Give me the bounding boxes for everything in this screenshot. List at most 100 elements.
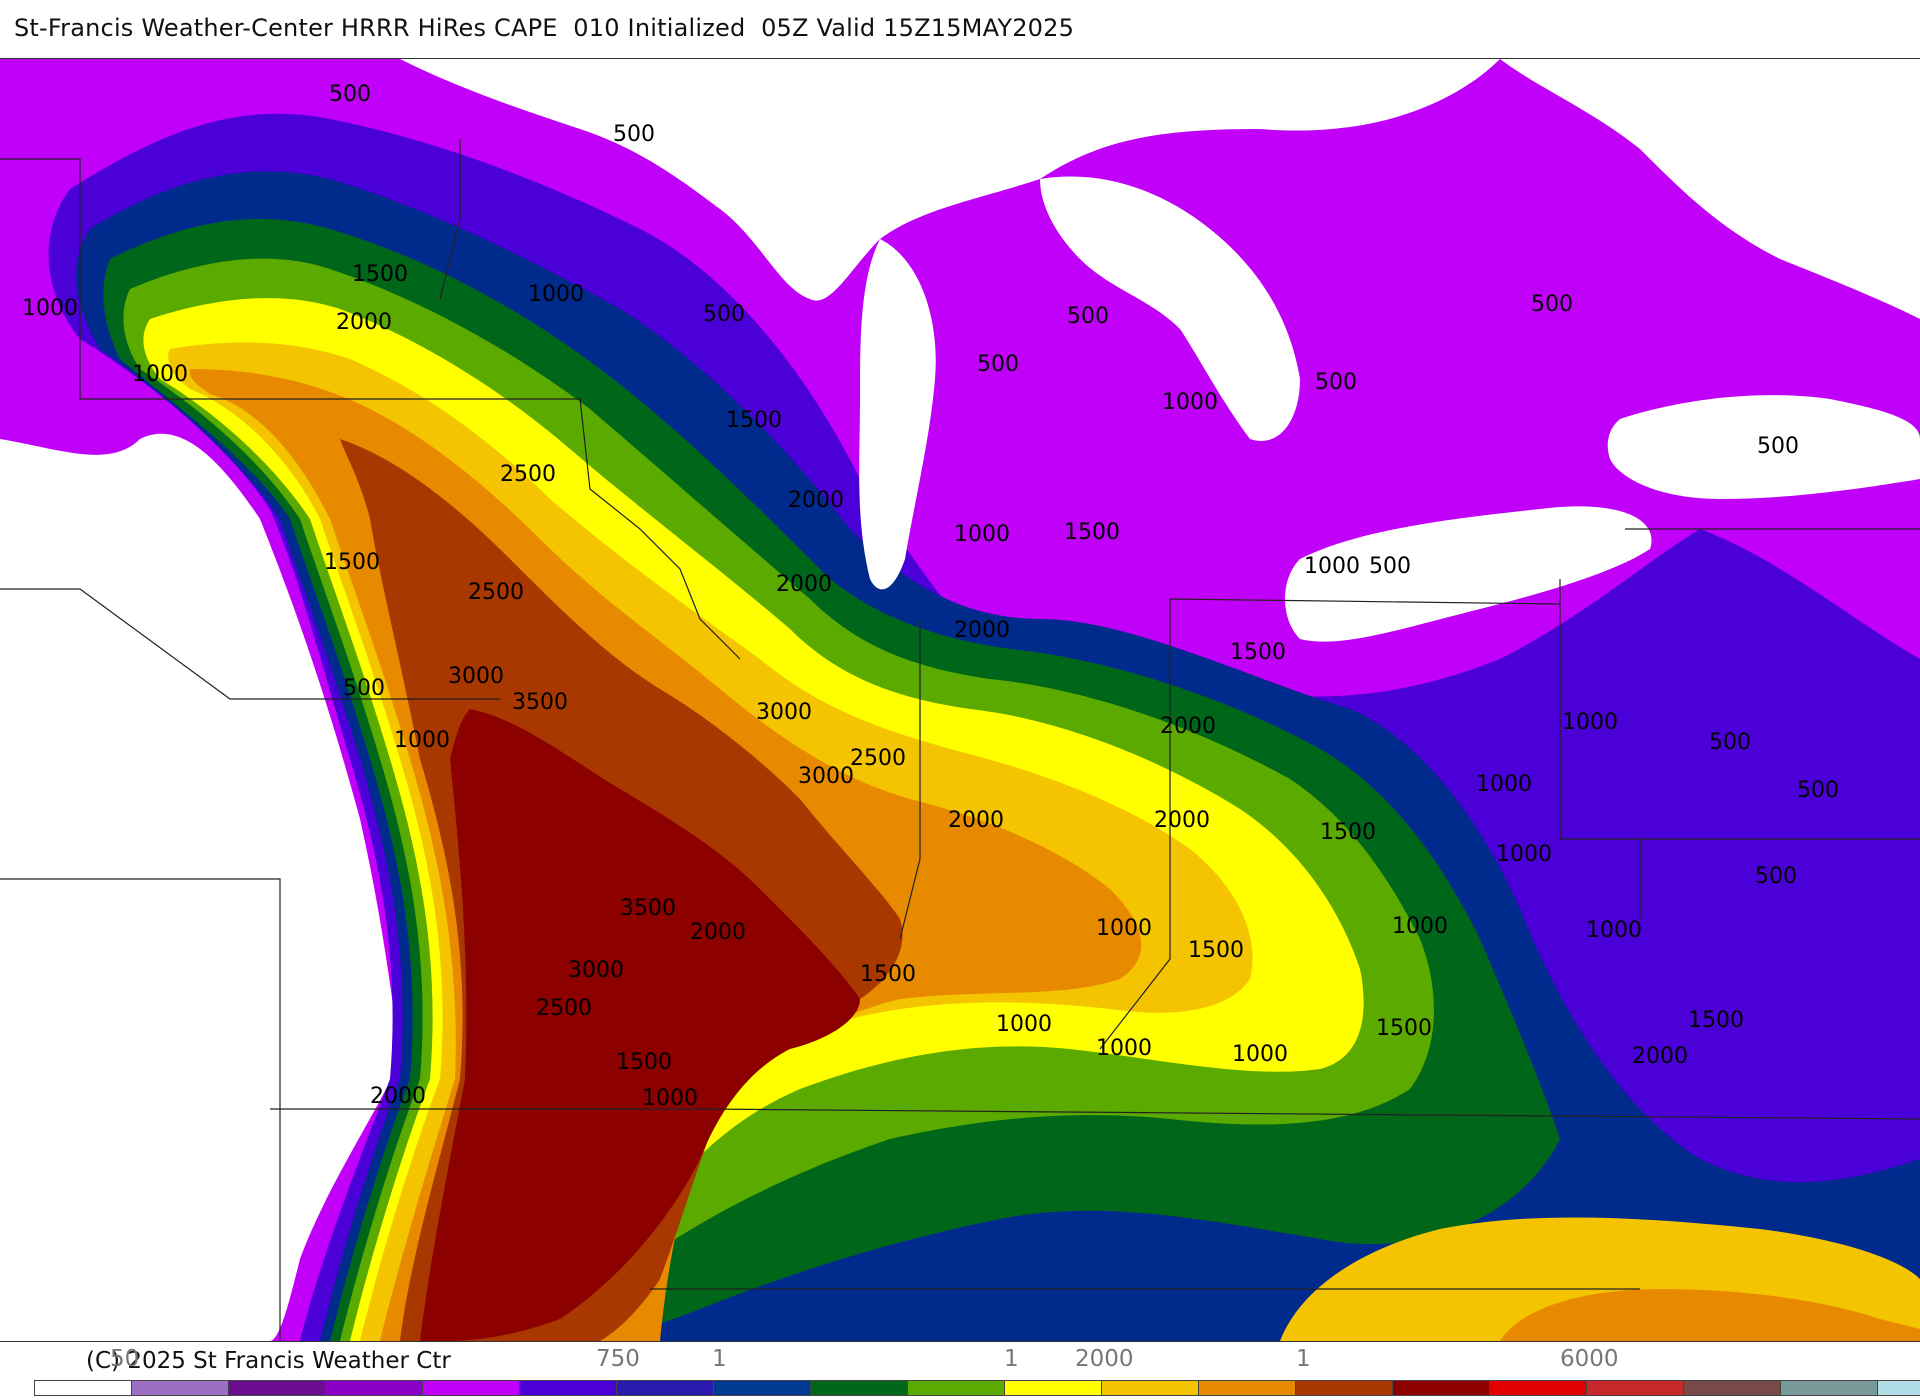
legend-swatch (1393, 1381, 1490, 1395)
lakes-superior (400, 59, 1500, 301)
contour-label: 1000 (394, 728, 450, 753)
contour-label: 1500 (1376, 1016, 1432, 1041)
contour-label: 500 (1755, 864, 1797, 889)
legend-tick-label: 6000 (1560, 1346, 1619, 1372)
contour-label: 3000 (448, 664, 504, 689)
contour-label: 1000 (642, 1086, 698, 1111)
legend-swatch (1684, 1381, 1781, 1395)
contour-label: 3000 (568, 958, 624, 983)
legend-swatch (1587, 1381, 1684, 1395)
contour-label: 1000 (1096, 1036, 1152, 1061)
contour-label: 1500 (860, 962, 916, 987)
lake-michigan (859, 239, 936, 590)
contour-label: 2000 (788, 488, 844, 513)
contour-label: 500 (1757, 434, 1799, 459)
contour-label: 2500 (468, 580, 524, 605)
legend-swatch (520, 1381, 617, 1395)
contour-label: 1000 (1162, 390, 1218, 415)
contour-label: 2500 (536, 996, 592, 1021)
contour-label: 1500 (1188, 938, 1244, 963)
copyright-text: (C) 2025 St Francis Weather Ctr (86, 1348, 451, 1374)
contour-label: 1500 (1320, 820, 1376, 845)
legend-swatch (1490, 1381, 1587, 1395)
legend-swatch (714, 1381, 811, 1395)
contour-label: 500 (1709, 730, 1751, 755)
contour-label: 500 (1315, 370, 1357, 395)
lake-ontario (1607, 395, 1920, 499)
contour-label: 1500 (726, 408, 782, 433)
legend-tick-label: 1 (1296, 1346, 1311, 1372)
contour-label: 1500 (1230, 640, 1286, 665)
contour-label: 1500 (352, 262, 408, 287)
contour-label: 1000 (954, 522, 1010, 547)
legend-swatch (326, 1381, 423, 1395)
contour-label: 2000 (1632, 1044, 1688, 1069)
contour-label: 500 (1067, 304, 1109, 329)
cape-fill-layer (0, 59, 1920, 1341)
contour-label: 1500 (1064, 520, 1120, 545)
contour-label: 1000 (132, 362, 188, 387)
legend-swatch (1781, 1381, 1878, 1395)
legend-swatch (1005, 1381, 1102, 1395)
contour-label: 1000 (996, 1012, 1052, 1037)
contour-label: 2000 (948, 808, 1004, 833)
contour-label: 1000 (1232, 1042, 1288, 1067)
contour-label: 2000 (776, 572, 832, 597)
contour-label: 2500 (500, 462, 556, 487)
contour-label: 1000 (1562, 710, 1618, 735)
contour-label: 3500 (620, 896, 676, 921)
state-borders (0, 139, 1920, 1341)
contour-label: 3000 (756, 700, 812, 725)
contour-label: 1000 (1096, 916, 1152, 941)
contour-label: 500 (1797, 778, 1839, 803)
legend-swatch (132, 1381, 229, 1395)
contour-label: 2500 (850, 746, 906, 771)
contour-label: 500 (1531, 292, 1573, 317)
contour-label: 500 (977, 352, 1019, 377)
legend-swatch (35, 1381, 132, 1395)
contour-label: 1000 (1496, 842, 1552, 867)
contour-labels: 5005001000150020001000500100050050010005… (22, 82, 1839, 1111)
southeast-hot (1500, 1289, 1920, 1341)
contour-label: 2000 (690, 920, 746, 945)
legend-swatch (811, 1381, 908, 1395)
contour-label: 1000 (1304, 554, 1360, 579)
cape-map-canvas: 5005001000150020001000500100050050010005… (0, 59, 1920, 1341)
legend-tick-label: 2000 (1075, 1346, 1134, 1372)
contour-label: 1500 (616, 1050, 672, 1075)
contour-label: 500 (1369, 554, 1411, 579)
lake-erie (1285, 506, 1652, 642)
legend-swatch (423, 1381, 520, 1395)
contour-label: 1000 (22, 296, 78, 321)
contour-label: 500 (329, 82, 371, 107)
no-cape-west (0, 433, 400, 1341)
contour-label: 2000 (1154, 808, 1210, 833)
legend-swatch (1199, 1381, 1296, 1395)
contour-label: 2000 (336, 310, 392, 335)
contour-label: 1000 (1476, 772, 1532, 797)
contour-label: 3500 (512, 690, 568, 715)
legend-swatch (229, 1381, 326, 1395)
map-title: St-Francis Weather-Center HRRR HiRes CAP… (14, 14, 1075, 42)
contour-label: 1500 (1688, 1008, 1744, 1033)
contour-label: 500 (703, 302, 745, 327)
contour-label: 2000 (954, 618, 1010, 643)
cape-color-legend (34, 1380, 1920, 1396)
cape-map[interactable]: 500 500 1000 1500 2000 1000 500 1000 500 500 1000 5… (0, 58, 1920, 1342)
legend-swatch (1296, 1381, 1393, 1395)
canada-northeast (1500, 59, 1920, 319)
contour-label: 500 (613, 122, 655, 147)
legend-tick-label: 1 (1004, 1346, 1019, 1372)
contour-label: 500 (343, 676, 385, 701)
contour-label: 1000 (1586, 918, 1642, 943)
contour-label: 1000 (528, 282, 584, 307)
legend-swatch (617, 1381, 714, 1395)
legend-tick-label: 50 (110, 1346, 140, 1372)
contour-label: 1500 (324, 550, 380, 575)
legend-swatch (1102, 1381, 1199, 1395)
contour-label: 2000 (370, 1084, 426, 1109)
contour-label: 2000 (1160, 714, 1216, 739)
contour-label: 1000 (1392, 914, 1448, 939)
legend-swatch (908, 1381, 1005, 1395)
legend-swatch (1878, 1381, 1920, 1395)
